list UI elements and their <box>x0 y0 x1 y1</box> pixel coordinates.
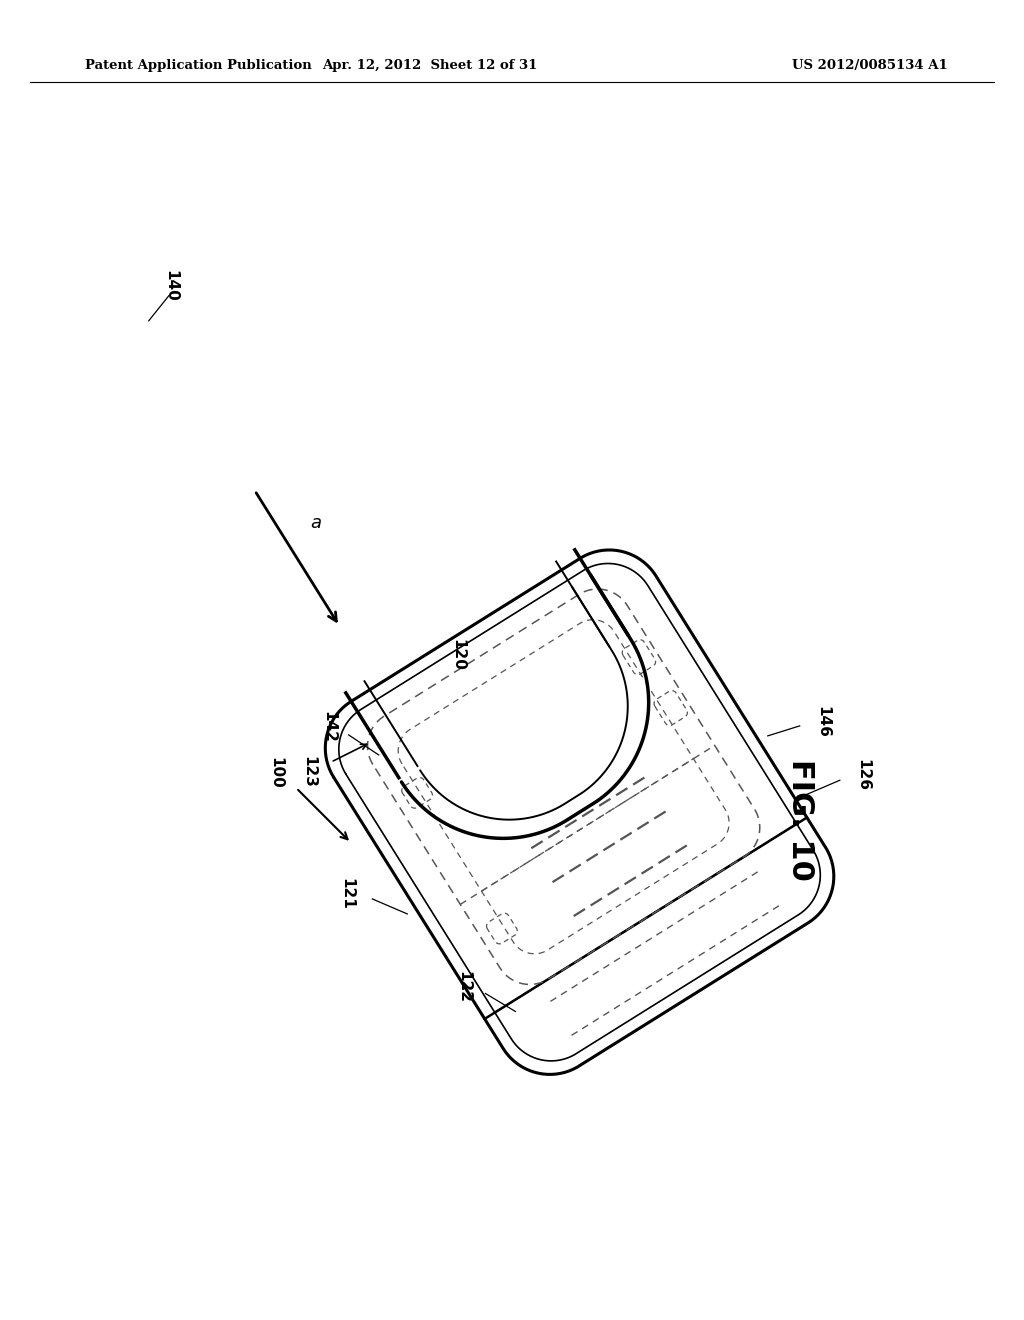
Text: US 2012/0085134 A1: US 2012/0085134 A1 <box>793 58 948 71</box>
Text: 146: 146 <box>815 706 830 738</box>
Text: a: a <box>310 513 322 532</box>
Text: 142: 142 <box>322 711 336 743</box>
Text: Patent Application Publication: Patent Application Publication <box>85 58 311 71</box>
Text: 126: 126 <box>855 759 870 791</box>
Text: 122: 122 <box>456 972 471 1003</box>
Text: 120: 120 <box>451 639 465 671</box>
Text: 121: 121 <box>340 878 354 909</box>
Text: 100: 100 <box>268 758 284 789</box>
Text: FIG. 10: FIG. 10 <box>785 759 814 880</box>
Text: 140: 140 <box>163 271 178 302</box>
Text: Apr. 12, 2012  Sheet 12 of 31: Apr. 12, 2012 Sheet 12 of 31 <box>323 58 538 71</box>
Text: 123: 123 <box>301 756 316 788</box>
